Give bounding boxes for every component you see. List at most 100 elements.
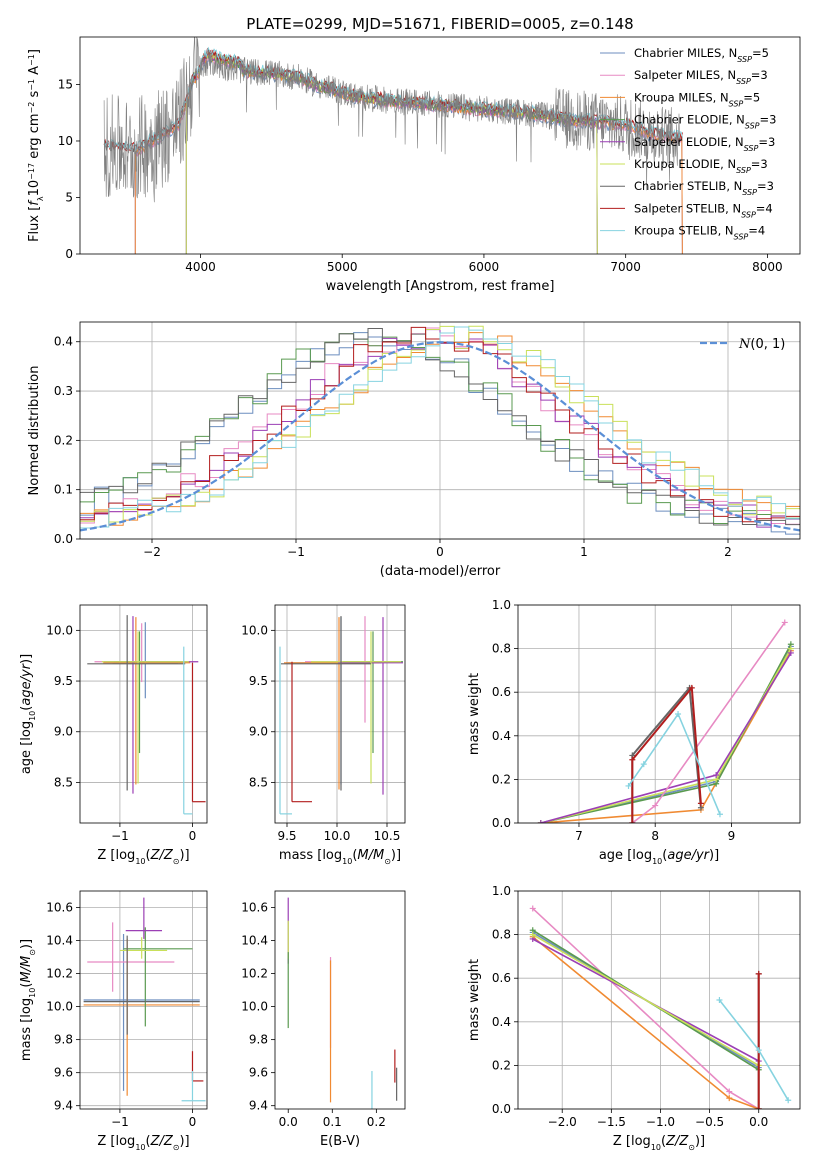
chart-spectrum: 4000 5000 6000 7000 8000 0 5 10 15 wavelength [An…: [27, 36, 801, 294]
chart-age_vs_mass: 9.5 10.0 10.5 8.5 9.0 9.5 10.0 mass [log10(M/M⊙…: [241, 604, 406, 866]
y-tick-label: 10.0: [241, 1000, 268, 1014]
weight-marker-kroupa_stelib: [716, 997, 723, 1003]
x-tick-label: 7: [575, 829, 583, 843]
residual-histogram-chabrier_elodie: [80, 333, 800, 524]
x-tick-label: −1.5: [597, 1115, 626, 1129]
weight-line-kroupa_miles: [540, 650, 792, 823]
weight-marker-salpeter_stelib: [697, 800, 704, 807]
y-tick-label: 0.4: [54, 335, 73, 349]
x-tick-label: −1: [111, 1115, 129, 1129]
y-tick-label: 0: [65, 247, 73, 261]
weight-marker-salpeter_miles: [529, 905, 536, 912]
x-tick-label: 8: [651, 829, 659, 843]
x-tick-label: −2.0: [548, 1115, 577, 1129]
chart-mass_vs_EBV: 0.0 0.1 0.2 9.4 9.6 9.8 10.0 10.2 10.4 10.6 E(B-V): [241, 890, 406, 1149]
chart-mass_vs_Z: −1 0 9.4 9.6 9.8 10.0 10.2 10.4 10.6 Z [log10(Z/Z…: [19, 890, 208, 1152]
weight-marker-kroupa_miles: [726, 1095, 733, 1102]
weight-marker-kroupa_stelib: [675, 711, 682, 717]
y-tick-label: 0.8: [492, 642, 511, 656]
y-tick-label: 0.2: [54, 433, 73, 447]
y-tick-label: 0.2: [492, 772, 511, 786]
chart-weight_vs_age: 7 8 9 0.0 0.2 0.4 0.6 0.8 1.0 age [log10(age/yr)]…: [467, 598, 801, 866]
y-axis-label: mass weight: [467, 673, 482, 755]
y-tick-label: 9.6: [249, 1066, 268, 1080]
weight-marker-salpeter_miles: [652, 802, 659, 809]
observed-spectrum-line: [103, 37, 680, 203]
x-axis-label: mass [log10(M/M⊙)]: [279, 848, 401, 866]
weight-line-kroupa_miles: [532, 936, 759, 1109]
axes-frame: [274, 604, 406, 824]
y-tick-label: 10.4: [241, 934, 268, 948]
y-tick-label: 0.0: [492, 816, 511, 830]
weight-marker-salpeter_stelib: [755, 1106, 762, 1109]
x-tick-label: 9: [728, 829, 736, 843]
y-tick-label: 9.8: [54, 1033, 73, 1047]
y-tick-label: 0.0: [492, 1102, 511, 1116]
x-tick-label: 7000: [610, 260, 641, 274]
x-axis-label: (data-model)/error: [380, 564, 501, 579]
axes-frame: [79, 321, 801, 540]
x-tick-label: 1: [580, 545, 588, 559]
y-axis-label: Normed distribution: [27, 366, 42, 496]
y-tick-label: 9.8: [249, 1033, 268, 1047]
normal-distribution-curve: [80, 341, 800, 532]
axes-frame: [79, 890, 208, 1110]
y-axis-label: mass weight: [467, 959, 482, 1041]
x-tick-label: −2: [143, 545, 161, 559]
x-axis-label: Z [log10(Z/Z⊙)]: [97, 848, 189, 866]
y-tick-label: 0.8: [492, 928, 511, 942]
weight-marker-salpeter_stelib: [755, 970, 762, 977]
plot-area: [83, 897, 206, 1102]
weight-marker-kroupa_stelib: [755, 1047, 762, 1054]
weight-marker-kroupa_elodie: [529, 931, 536, 938]
x-tick-label: 0: [189, 829, 197, 843]
y-tick-label: 9.0: [249, 725, 268, 739]
y-tick-label: 9.4: [54, 1099, 73, 1113]
x-tick-label: 0.0: [279, 1115, 298, 1129]
x-tick-label: 0.0: [749, 1115, 768, 1129]
weight-marker-salpeter_elodie: [713, 772, 720, 779]
y-tick-label: 0.6: [492, 971, 511, 985]
figure-title: PLATE=0299, MJD=51671, FIBERID=0005, z=0…: [246, 15, 633, 33]
weight-line-salpeter_elodie: [540, 652, 792, 823]
y-tick-label: 0.1: [54, 483, 73, 497]
plot-area: [537, 619, 794, 823]
plot-area: [279, 616, 403, 815]
chart-weight_vs_Z: −2.0 −1.5 −1.0 −0.5 0.0 0.0 0.2 0.4 0.6 0.8 1.0 Z […: [467, 884, 801, 1152]
spectrum-legend: Chabrier MILES, NSSP=5 Salpeter MILES, NS…: [600, 46, 776, 241]
x-tick-label: 10.0: [324, 829, 351, 843]
chart-residuals: −2 −1 0 1 2 0.0 0.1 0.2 0.3 0.4 (data-model)/error…: [27, 321, 801, 579]
y-tick-label: 10: [58, 134, 73, 148]
weight-line-chabrier_elodie: [540, 643, 792, 823]
plot-area: [87, 615, 206, 815]
y-tick-label: 0.4: [492, 729, 511, 743]
x-tick-label: 0.1: [323, 1115, 342, 1129]
x-tick-label: 0: [189, 1115, 197, 1129]
weight-line-chabrier_miles: [540, 646, 792, 823]
legend-label-salpeter_elodie: Salpeter ELODIE, NSSP=3: [634, 135, 775, 153]
legend-label-chabrier_miles: Chabrier MILES, NSSP=5: [634, 46, 769, 64]
y-tick-label: 10.2: [46, 967, 73, 981]
model-spectrum-line: [134, 55, 683, 254]
y-tick-label: 1.0: [492, 884, 511, 898]
axes-frame: [79, 604, 208, 824]
y-tick-label: 5: [65, 190, 73, 204]
model-spectrum-line: [185, 49, 598, 254]
legend-label-kroupa_stelib: Kroupa STELIB, NSSP=4: [634, 224, 765, 242]
x-axis-label: Z [log10(Z/Z⊙)]: [613, 1134, 705, 1152]
y-tick-label: 10.4: [46, 934, 73, 948]
y-tick-label: 10.2: [241, 967, 268, 981]
y-tick-label: 8.5: [249, 775, 268, 789]
model-spectrum-line: [185, 53, 598, 254]
plot-area: [80, 325, 800, 535]
plot-area: [529, 905, 792, 1109]
weight-line-kroupa_stelib: [627, 712, 721, 815]
weight-marker-salpeter_stelib: [629, 820, 636, 823]
legend-label-salpeter_miles: Salpeter MILES, NSSP=3: [634, 68, 768, 86]
y-tick-label: 9.5: [54, 674, 73, 688]
x-tick-label: 5000: [327, 260, 358, 274]
x-tick-label: 2: [724, 545, 732, 559]
x-tick-label: 4000: [185, 260, 216, 274]
